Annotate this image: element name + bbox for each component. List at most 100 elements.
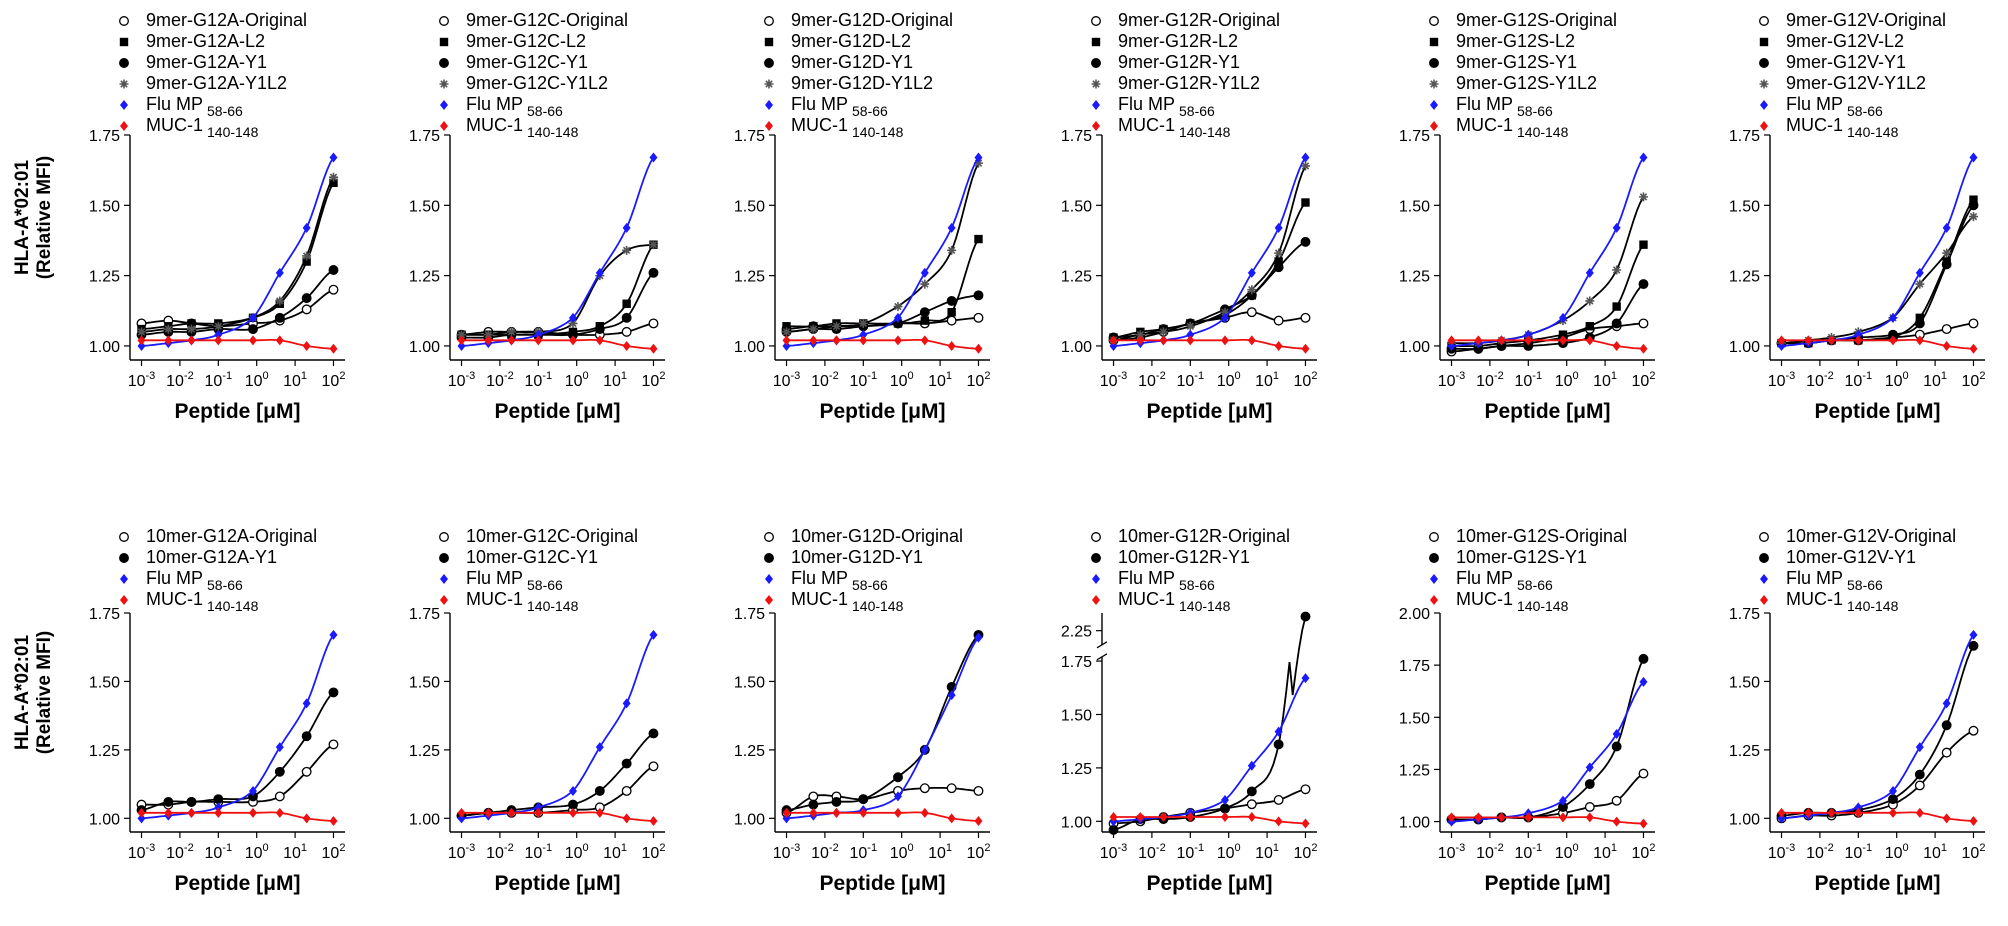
data-point xyxy=(275,335,284,346)
legend-marker xyxy=(119,58,129,68)
legend-marker xyxy=(1429,553,1439,563)
series-curve xyxy=(461,243,654,336)
data-point xyxy=(919,783,930,794)
x-tick-label: 10-3 xyxy=(1100,370,1128,390)
data-point xyxy=(1612,340,1621,351)
data-point xyxy=(1136,812,1145,823)
ylabel-line2: (Relative MFI) xyxy=(34,156,55,280)
legend-label: 9mer-G12R-Original xyxy=(1118,10,1280,30)
series-4: Flu MP 58-66 xyxy=(1760,94,1978,351)
x-tick-base: 10 xyxy=(565,373,583,390)
legend-label: 9mer-G12A-Y1 xyxy=(146,52,267,72)
legend-subscript: 58-66 xyxy=(1179,577,1215,593)
x-tick-base: 10 xyxy=(245,845,263,862)
data-point xyxy=(649,629,658,640)
data-point xyxy=(1558,335,1567,346)
y-tick-label: 1.00 xyxy=(1399,815,1430,832)
data-point xyxy=(1942,340,1951,351)
data-point xyxy=(648,728,659,739)
data-point xyxy=(809,807,818,818)
x-tick-label: 102 xyxy=(1962,842,1986,862)
data-point xyxy=(568,807,577,818)
series-curve xyxy=(1451,283,1645,350)
data-point xyxy=(1915,267,1924,278)
legend-name: 9mer-G12C-L2 xyxy=(466,31,586,51)
data-point xyxy=(809,335,818,346)
data-point xyxy=(1969,152,1978,163)
legend-name: 9mer-G12R-Y1 xyxy=(1118,52,1240,72)
x-tick-label: 101 xyxy=(1255,370,1279,390)
legend-label: MUC-1 140-148 xyxy=(1456,589,1569,614)
x-tick-base: 10 xyxy=(1255,373,1273,390)
x-tick-base: 10 xyxy=(448,845,466,862)
data-point xyxy=(1273,315,1284,326)
data-point xyxy=(1854,335,1863,346)
x-tick-base: 10 xyxy=(1593,373,1611,390)
data-point xyxy=(1109,340,1118,351)
legend-name: MUC-1 xyxy=(1456,115,1513,135)
legend-label: 9mer-G12V-Y1L2 xyxy=(1786,73,1926,93)
x-tick-base: 10 xyxy=(1177,845,1195,862)
x-tick-base: 10 xyxy=(283,373,301,390)
x-tick-base: 10 xyxy=(850,845,868,862)
x-tick-exponent: -3 xyxy=(1118,370,1128,382)
data-point xyxy=(1638,653,1649,664)
x-axis-label: Peptide [μM] xyxy=(1484,872,1610,895)
x-axis-label: Peptide [μM] xyxy=(1146,400,1272,423)
legend-name: 9mer-G12D-Original xyxy=(791,10,953,30)
x-tick-base: 10 xyxy=(1255,845,1273,862)
data-point xyxy=(274,791,285,802)
x-tick-label: 102 xyxy=(967,370,991,390)
data-point xyxy=(1611,741,1622,752)
data-point xyxy=(1300,784,1311,795)
data-point xyxy=(1638,318,1649,329)
legend-subscript: 58-66 xyxy=(1517,577,1553,593)
legend-marker xyxy=(1760,100,1768,110)
data-point xyxy=(1888,807,1897,818)
legend-marker xyxy=(439,79,449,89)
data-point xyxy=(858,318,868,328)
legend-label: MUC-1 140-148 xyxy=(466,589,579,614)
data-point xyxy=(1968,725,1979,736)
x-tick-base: 10 xyxy=(486,373,504,390)
legend-label: 9mer-G12D-Y1L2 xyxy=(791,73,933,93)
data-point xyxy=(859,807,868,818)
legend-name: 10mer-G12R-Y1 xyxy=(1118,547,1250,567)
data-point xyxy=(1246,786,1257,797)
data-point xyxy=(1777,813,1786,824)
x-axis-label: Peptide [μM] xyxy=(494,400,620,423)
x-tick-label: 100 xyxy=(1217,370,1241,390)
legend-name: 10mer-G12R-Original xyxy=(1118,526,1290,546)
data-point xyxy=(1300,161,1310,171)
data-point xyxy=(1969,195,1978,204)
data-point xyxy=(1220,335,1229,346)
data-point xyxy=(808,324,818,334)
series-curve xyxy=(461,272,655,339)
data-point xyxy=(832,807,841,818)
legend-marker xyxy=(439,58,449,68)
x-tick-base: 10 xyxy=(1294,845,1312,862)
data-point xyxy=(1247,760,1256,771)
legend-name: MUC-1 xyxy=(791,589,848,609)
x-tick-exponent: -1 xyxy=(1194,842,1204,854)
x-tick-label: 10-1 xyxy=(850,370,878,390)
legend-label: 9mer-G12R-L2 xyxy=(1118,31,1238,51)
x-tick-base: 10 xyxy=(850,373,868,390)
x-axis-label: Peptide [μM] xyxy=(1484,400,1610,423)
series-curve xyxy=(1113,165,1307,342)
data-point xyxy=(1301,673,1310,684)
legend-label: MUC-1 140-148 xyxy=(1786,115,1899,140)
data-point xyxy=(1558,812,1567,823)
legend-label: Flu MP 58-66 xyxy=(1786,94,1883,119)
data-point xyxy=(920,316,930,325)
x-tick-label: 10-1 xyxy=(1845,370,1873,390)
data-point xyxy=(920,335,929,346)
data-point xyxy=(808,799,819,810)
x-tick-label: 101 xyxy=(928,842,952,862)
data-point xyxy=(1301,343,1310,354)
data-point xyxy=(301,293,312,304)
data-point xyxy=(457,340,466,351)
x-tick-base: 10 xyxy=(1962,845,1980,862)
legend-label: 10mer-G12S-Original xyxy=(1456,526,1627,546)
x-tick-label: 10-2 xyxy=(1138,842,1166,862)
